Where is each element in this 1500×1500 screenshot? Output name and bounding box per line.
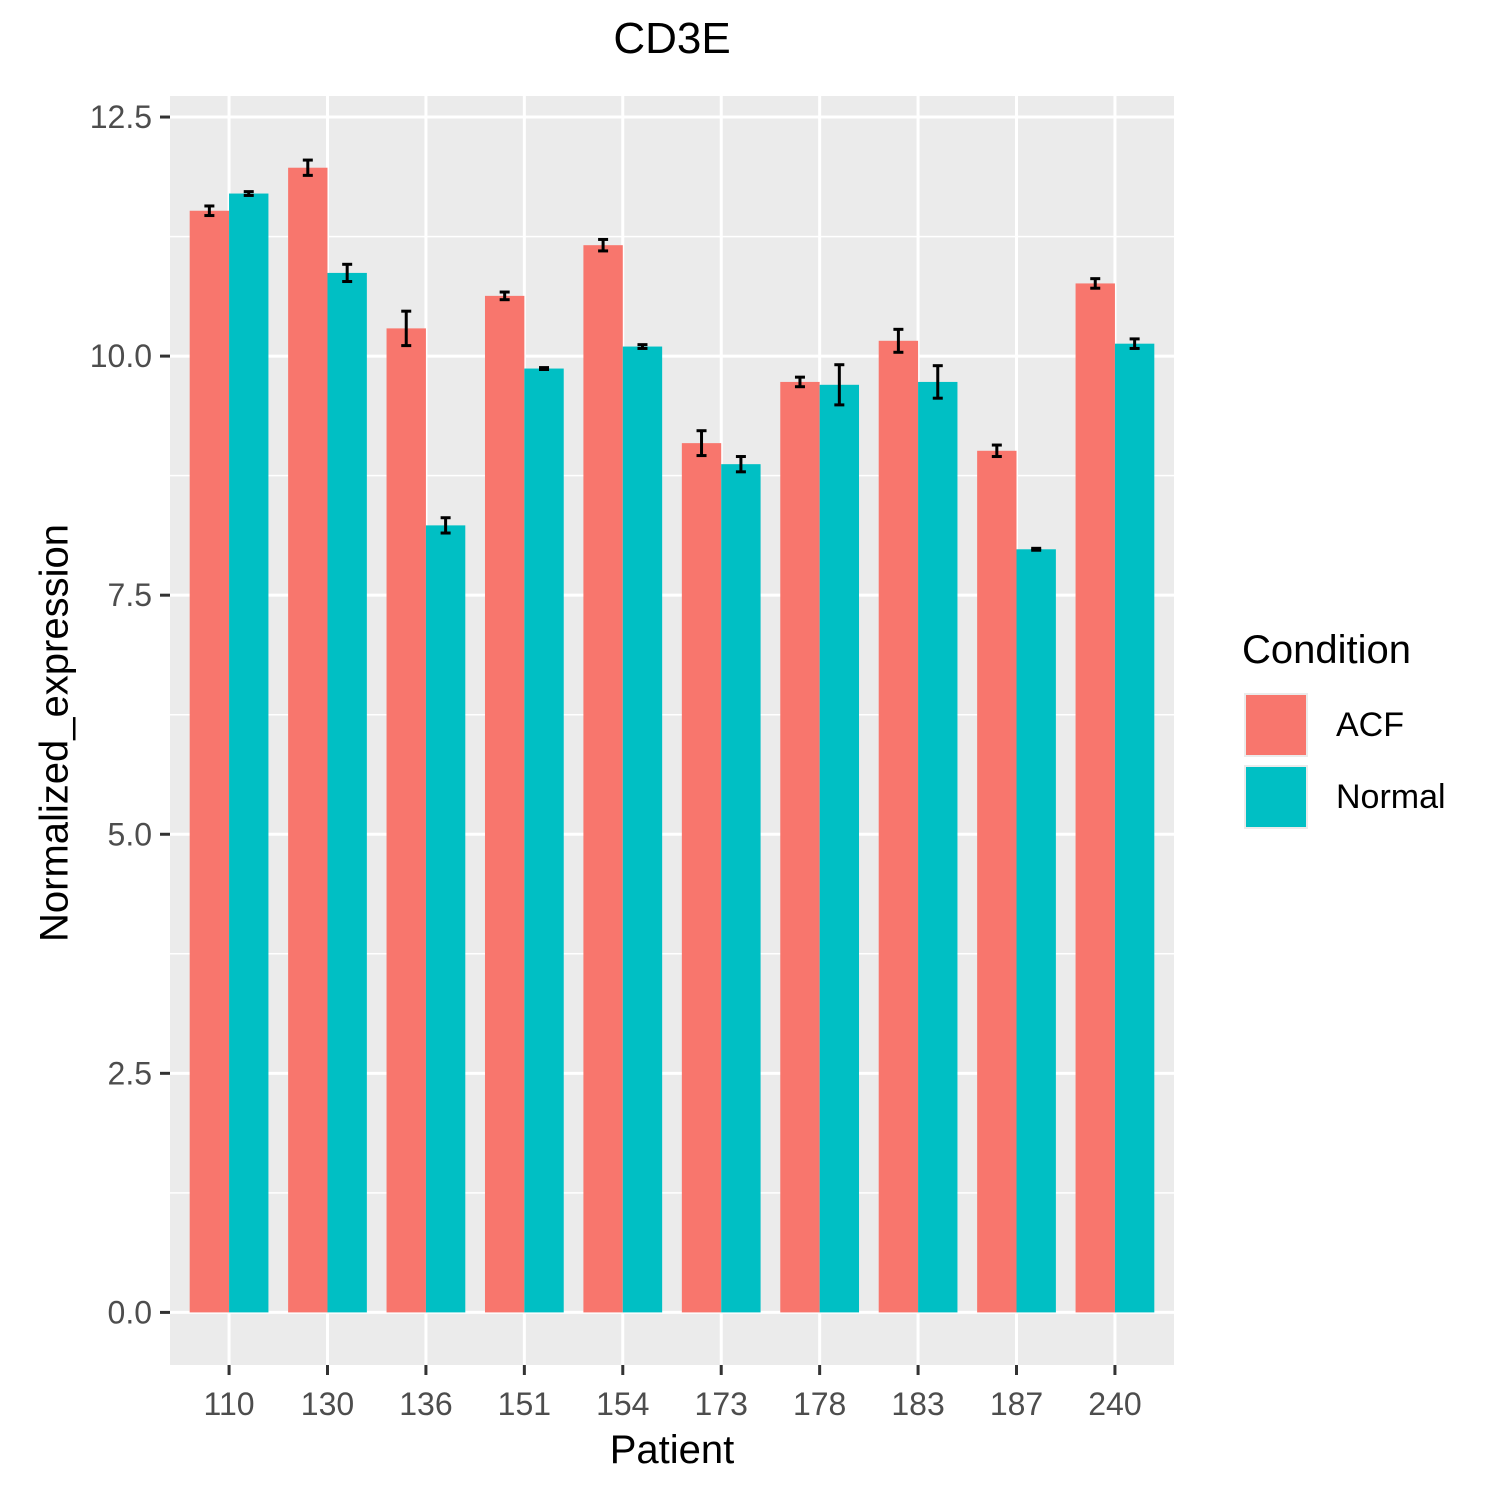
bar-normal-151	[524, 368, 564, 1313]
bar-normal-187	[1016, 549, 1056, 1313]
x-tick-label: 110	[204, 1386, 255, 1422]
legend-key-acf	[1242, 691, 1310, 759]
bar-acf-173	[681, 443, 722, 1313]
y-tick-label: 7.5	[108, 577, 152, 613]
bar-normal-240	[1114, 343, 1155, 1313]
bar-normal-183	[918, 381, 958, 1313]
bar-normal-154	[622, 346, 663, 1313]
x-tick-label: 136	[399, 1386, 452, 1422]
bar-acf-151	[484, 295, 525, 1313]
x-tick-label: 151	[498, 1386, 551, 1422]
bar-normal-110	[229, 193, 269, 1313]
y-tick-label: 12.5	[90, 99, 152, 135]
y-tick-label: 2.5	[108, 1055, 152, 1091]
bar-acf-183	[878, 340, 919, 1313]
y-tick-label: 0.0	[108, 1294, 152, 1330]
legend-swatch-normal	[1246, 767, 1306, 827]
bar-acf-187	[977, 450, 1017, 1313]
bar-acf-240	[1075, 283, 1115, 1313]
legend: Condition ACF Normal	[1242, 628, 1446, 833]
y-tick-label: 5.0	[108, 816, 152, 852]
legend-label-acf: ACF	[1336, 705, 1404, 744]
bar-acf-154	[583, 245, 623, 1313]
bar-normal-173	[721, 464, 761, 1313]
chart-title: CD3E	[613, 14, 731, 63]
x-tick-label: 154	[596, 1386, 649, 1422]
bar-normal-136	[425, 525, 466, 1313]
x-tick-label: 183	[891, 1386, 944, 1422]
y-axis-label: Normalized_expression	[32, 524, 77, 942]
bar-acf-136	[386, 328, 426, 1313]
x-tick-label: 240	[1088, 1386, 1141, 1422]
legend-key-normal	[1242, 763, 1310, 831]
bar-acf-110	[189, 210, 230, 1313]
legend-item-normal: Normal	[1242, 761, 1446, 833]
x-tick-label: 130	[301, 1386, 354, 1422]
x-tick-label: 173	[695, 1386, 748, 1422]
bar-acf-178	[780, 381, 820, 1313]
legend-swatch-acf	[1246, 695, 1306, 755]
x-tick-label: 178	[793, 1386, 846, 1422]
legend-title: Condition	[1242, 628, 1412, 672]
bar-normal-178	[819, 384, 860, 1313]
legend-label-normal: Normal	[1336, 777, 1446, 816]
legend-item-acf: ACF	[1242, 689, 1446, 761]
y-tick-label: 10.0	[90, 338, 152, 374]
bar-acf-130	[288, 167, 328, 1313]
x-axis-label: Patient	[609, 1428, 735, 1472]
bar-normal-130	[327, 272, 367, 1313]
x-tick-label: 187	[990, 1386, 1043, 1422]
